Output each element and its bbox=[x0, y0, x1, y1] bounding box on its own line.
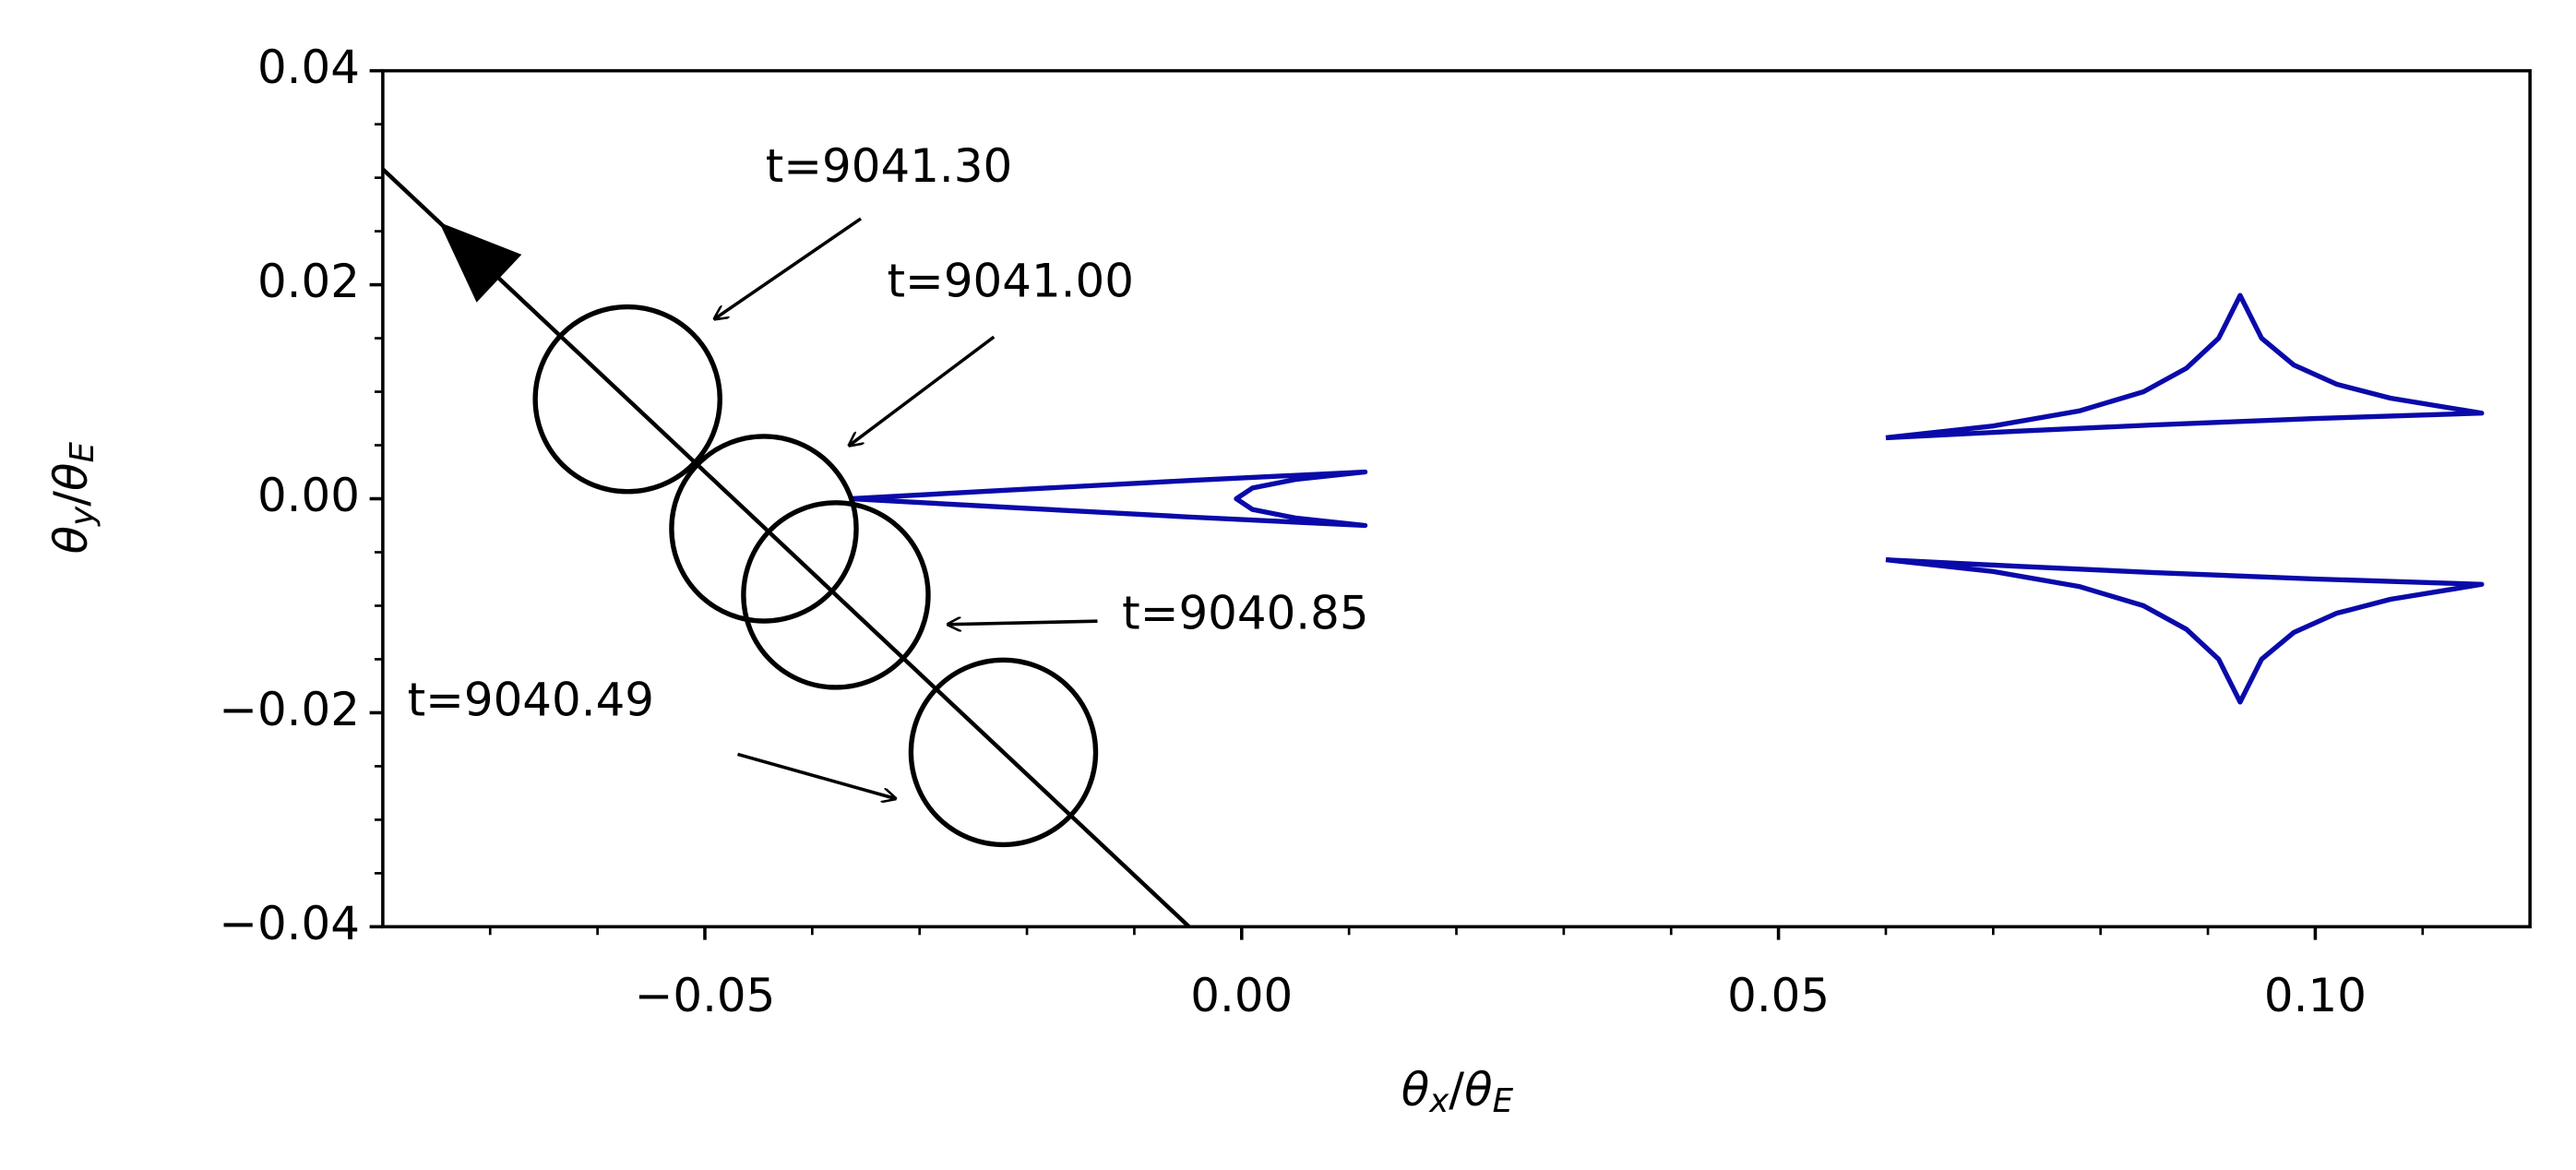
caustic bbox=[1885, 292, 2485, 441]
x-tick-label: 0.05 bbox=[1727, 969, 1830, 1022]
y-tick-label: 0.02 bbox=[257, 255, 360, 308]
caustic bbox=[849, 469, 1368, 529]
annotation-arrow bbox=[715, 217, 863, 319]
source-circle bbox=[741, 500, 931, 690]
x-tick-label: −0.05 bbox=[635, 969, 776, 1022]
annotation-arrow bbox=[948, 621, 1098, 625]
annotation: t=9040.49 bbox=[408, 674, 654, 727]
annotation: t=9040.85 bbox=[1122, 586, 1368, 639]
source-circle bbox=[532, 304, 722, 495]
source-circle bbox=[908, 657, 1099, 848]
y-tick-label: 0.00 bbox=[257, 469, 360, 522]
annotation-arrow bbox=[850, 335, 996, 446]
x-axis-label: θx/θE bbox=[1401, 1063, 1514, 1120]
direction-arrow bbox=[439, 221, 522, 303]
y-axis-label: θy/θE bbox=[44, 441, 101, 554]
y-tick-label: −0.04 bbox=[219, 897, 360, 950]
annotation: t=9041.00 bbox=[888, 255, 1134, 308]
y-tick-label: 0.04 bbox=[257, 41, 360, 94]
plot-frame bbox=[381, 68, 2532, 929]
source-circle bbox=[669, 434, 859, 624]
annotation-arrow bbox=[737, 752, 895, 798]
x-tick-label: 0.10 bbox=[2264, 969, 2367, 1022]
annotation: t=9041.30 bbox=[766, 139, 1012, 193]
caustic bbox=[1885, 556, 2485, 705]
y-tick-label: −0.02 bbox=[219, 683, 360, 736]
source-trajectory bbox=[381, 167, 1191, 928]
x-tick-label: 0.00 bbox=[1190, 969, 1293, 1022]
